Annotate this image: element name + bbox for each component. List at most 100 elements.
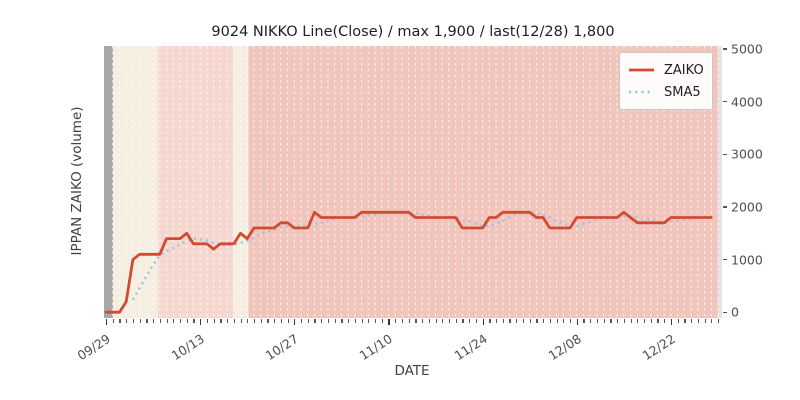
x-minor-tick-mark <box>664 319 666 323</box>
legend-item-sma5: SMA5 <box>628 81 704 103</box>
x-minor-tick-mark <box>354 319 357 323</box>
legend-label-zaiko: ZAIKO <box>664 62 704 78</box>
x-minor-tick-mark <box>139 319 141 323</box>
x-major-tick-mark <box>670 319 673 325</box>
x-minor-tick-mark <box>462 319 464 323</box>
x-tick-label: 12/22 <box>639 330 678 364</box>
x-minor-tick-mark <box>583 319 585 323</box>
x-minor-tick-mark <box>193 319 195 323</box>
zaiko-line <box>104 210 713 314</box>
x-minor-tick-mark <box>596 319 599 323</box>
x-minor-tick-mark <box>469 319 471 323</box>
x-minor-tick-mark <box>455 319 457 323</box>
x-minor-tick-mark <box>395 319 397 323</box>
x-minor-tick-mark <box>590 319 592 323</box>
x-minor-tick-mark <box>684 319 686 323</box>
x-axis-label: DATE <box>394 363 430 379</box>
x-minor-tick-mark <box>556 319 558 323</box>
x-minor-tick-mark <box>126 319 128 323</box>
x-minor-tick-mark <box>327 319 330 323</box>
x-tick-label: 11/24 <box>451 330 490 364</box>
y-tick-label: 2000 <box>731 199 763 215</box>
background-band <box>158 46 234 318</box>
x-minor-tick-mark <box>650 319 652 323</box>
x-minor-tick-mark <box>563 319 565 323</box>
x-minor-tick-mark <box>274 319 276 323</box>
x-tick-label: 09/29 <box>74 330 113 364</box>
x-minor-tick-mark <box>717 319 720 323</box>
x-minor-tick-mark <box>691 319 693 323</box>
x-minor-tick-mark <box>610 319 612 323</box>
x-minor-tick-mark <box>549 319 552 323</box>
x-minor-tick-mark <box>422 319 424 323</box>
x-minor-tick-mark <box>637 319 639 323</box>
y-tick-label: 4000 <box>731 94 763 110</box>
x-minor-tick-mark <box>603 319 605 323</box>
plot-area: ZAIKO SMA5 <box>104 46 722 318</box>
x-minor-tick-mark <box>368 319 370 323</box>
y-tick-mark <box>723 101 727 103</box>
x-minor-tick-mark <box>233 319 235 323</box>
x-minor-tick-mark <box>543 319 545 323</box>
x-minor-tick-mark <box>119 319 121 323</box>
x-minor-tick-mark <box>153 319 155 323</box>
x-minor-tick-mark <box>448 319 451 323</box>
chart-title: 9024 NIKKO Line(Close) / max 1,900 / las… <box>211 24 615 40</box>
x-minor-tick-mark <box>643 319 646 323</box>
x-minor-tick-mark <box>240 319 242 323</box>
x-minor-tick-mark <box>711 319 713 323</box>
x-minor-tick-mark <box>408 319 410 323</box>
y-tick-label: 1000 <box>731 252 763 268</box>
x-minor-tick-mark <box>475 319 478 323</box>
background-band <box>113 46 159 318</box>
x-minor-tick-mark <box>307 319 309 323</box>
y-axis-label: IPPAN ZAIKO (volume) <box>69 106 85 256</box>
x-major-tick-mark <box>388 319 390 325</box>
background-band <box>104 46 114 318</box>
x-minor-tick-mark <box>146 319 148 323</box>
x-tick-label: 11/10 <box>356 330 396 364</box>
x-minor-tick-mark <box>489 319 491 323</box>
x-tick-label: 12/08 <box>545 330 584 364</box>
x-minor-tick-mark <box>496 319 498 323</box>
legend: ZAIKO SMA5 <box>619 52 713 110</box>
x-minor-tick-mark <box>301 319 303 323</box>
y-tick-mark <box>723 153 727 156</box>
y-tick-mark <box>723 48 727 50</box>
x-minor-tick-mark <box>132 319 135 323</box>
x-minor-tick-mark <box>361 319 363 323</box>
zaiko-line-swatch-icon <box>628 59 655 81</box>
y-tick-mark <box>723 206 727 208</box>
x-minor-tick-mark <box>321 319 323 323</box>
x-minor-tick-mark <box>401 319 404 323</box>
x-minor-tick-mark <box>287 319 289 323</box>
x-minor-tick-mark <box>435 319 437 323</box>
x-minor-tick-mark <box>348 319 350 323</box>
x-minor-tick-mark <box>522 319 525 323</box>
x-major-tick-mark <box>576 319 578 325</box>
x-minor-tick-mark <box>341 319 343 323</box>
x-minor-tick-mark <box>704 319 706 323</box>
x-minor-tick-mark <box>220 319 222 323</box>
y-tick-label: 3000 <box>731 146 763 162</box>
x-minor-tick-mark <box>179 319 182 323</box>
y-tick-mark <box>723 258 727 261</box>
legend-label-sma5: SMA5 <box>664 84 701 100</box>
x-minor-tick-mark <box>334 319 336 323</box>
x-minor-tick-mark <box>415 319 417 323</box>
x-minor-tick-mark <box>253 319 256 323</box>
x-minor-tick-mark <box>314 319 316 323</box>
x-major-tick-mark <box>294 319 296 325</box>
y-tick-mark <box>723 311 727 313</box>
x-major-tick-mark <box>200 319 202 325</box>
x-minor-tick-mark <box>375 319 377 323</box>
x-minor-tick-mark <box>570 319 572 323</box>
x-minor-tick-mark <box>657 319 659 323</box>
x-minor-tick-mark <box>267 319 269 323</box>
x-minor-tick-mark <box>697 319 699 323</box>
x-minor-tick-mark <box>442 319 444 323</box>
x-minor-tick-mark <box>381 319 383 323</box>
x-minor-tick-mark <box>428 319 430 323</box>
sma5-line-swatch-icon <box>628 81 655 103</box>
